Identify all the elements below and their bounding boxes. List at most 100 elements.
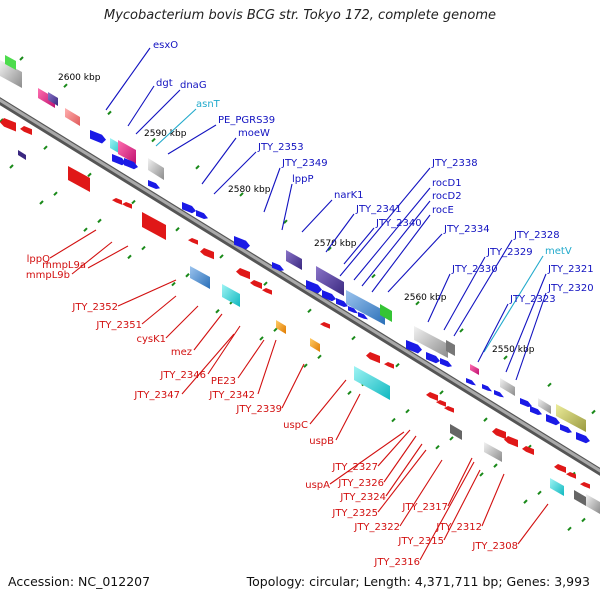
callout-line [207,325,241,375]
gene-label[interactable]: JTY_2338 [431,158,478,169]
gene-block [574,490,586,506]
gene-label[interactable]: JTY_2316 [373,557,420,568]
callout-line [515,292,547,381]
tick-dash [503,355,508,360]
gene-block [450,424,462,440]
gene-label[interactable]: JTY_2327 [331,462,378,473]
tick-dash [39,200,44,205]
gene-label[interactable]: JTY_2346 [159,370,206,381]
callout-line [447,457,473,507]
topology-text: Topology: circular; Length: 4,371,711 bp… [246,574,590,589]
tick-dash [107,110,112,116]
gene-label[interactable]: JTY_2315 [397,536,444,547]
tick-dash [219,254,224,259]
callout-line [361,200,431,287]
callout-line [481,473,505,527]
gene-label[interactable]: lppP [292,174,314,185]
gene-block [286,250,302,270]
gene-arrow [444,406,454,413]
callout-line [117,279,177,307]
gene-label[interactable]: PE_PGRS39 [218,115,275,126]
tick-dash [493,463,498,468]
callout-line [427,273,451,323]
gene-label[interactable]: JTY_2322 [353,522,400,533]
gene-label[interactable]: mez [171,347,192,358]
gene-arrow [348,306,358,314]
map-title: Mycobacterium bovis BCG str. Tokyo 172, … [104,8,496,23]
gene-arrow [112,198,122,205]
gene-label[interactable]: mmpL9b [26,270,70,281]
gene-label[interactable]: rocD1 [432,178,462,189]
gene-label[interactable]: JTY_2347 [133,390,180,401]
tick-dash [327,246,332,252]
gene-label[interactable]: JTY_2341 [355,204,402,215]
gene-label[interactable]: uspC [283,420,308,431]
gene-label[interactable]: JTY_2308 [471,541,518,552]
gene-label[interactable]: JTY_2352 [71,302,118,313]
tick-dash [215,309,220,314]
gene-label[interactable]: dgt [156,78,173,89]
tick-dash [283,219,288,224]
gene-label[interactable]: JTY_2339 [235,404,282,415]
gene-arrow [530,406,542,415]
gene-label[interactable]: mmpL9a [42,260,86,271]
gene-label[interactable]: JTY_2326 [337,478,384,489]
gene-label[interactable]: moeW [238,128,270,139]
gene-label[interactable]: JTY_2353 [257,142,304,153]
gene-arrow [20,126,32,135]
gene-label[interactable]: PE23 [211,376,236,387]
callout-line [257,339,277,395]
gene-block [354,366,390,400]
gene-label[interactable]: asnT [196,99,221,110]
gene-label[interactable]: JTY_2328 [513,230,560,241]
gene-label[interactable]: JTY_2342 [208,390,255,401]
callout-line [371,214,431,293]
gene-arrow [124,158,138,170]
callout-line [167,124,217,155]
callout-line [263,167,281,213]
gene-block [500,378,515,396]
tick-dash [405,409,410,414]
gene-label[interactable]: uspB [309,436,334,447]
gene-label[interactable]: rocD2 [432,191,462,202]
gene-label[interactable]: uspA [305,480,330,491]
callout-line [443,469,481,541]
gene-label[interactable]: narK1 [334,190,364,201]
gene-label[interactable]: JTY_2330 [451,264,498,275]
gene-label[interactable]: JTY_2312 [435,522,482,533]
callout-line [193,313,223,351]
tick-dash [523,499,528,504]
gene-arrow [148,180,160,189]
tick-dash [239,192,244,197]
gene-block [550,478,564,496]
gene-label[interactable]: JTY_2321 [547,264,594,275]
gene-block [38,88,55,108]
tick-dash [195,165,200,170]
gene-label[interactable]: JTY_2329 [486,247,533,258]
gene-label[interactable]: JTY_2317 [401,502,448,513]
callout-line [383,435,417,483]
tick-dash [131,199,136,205]
gene-label[interactable]: rocE [432,205,454,216]
gene-label[interactable]: JTY_2349 [281,158,328,169]
gene-label[interactable]: JTY_2340 [375,218,422,229]
gene-label[interactable]: JTY_2334 [443,224,490,235]
gene-label[interactable]: dnaG [180,80,207,91]
gene-label[interactable]: JTY_2324 [339,492,386,503]
gene-block [276,320,286,334]
gene-block [316,266,344,296]
gene-label[interactable]: JTY_2323 [509,294,556,305]
callout-line [71,241,113,275]
callout-line [181,333,235,395]
gene-label[interactable]: JTY_2351 [95,320,142,331]
gene-label[interactable]: JTY_2325 [331,508,378,519]
gene-arrow [200,248,214,260]
gene-label[interactable]: esxO [153,40,178,51]
callout-line [87,245,129,269]
gene-label[interactable]: lppQ [27,254,50,265]
gene-block [68,166,90,192]
gene-label[interactable]: cysK1 [136,334,166,345]
gene-label[interactable]: JTY_2320 [547,283,594,294]
gene-label[interactable]: metV [545,246,572,257]
forward-strand-genes [0,55,590,444]
